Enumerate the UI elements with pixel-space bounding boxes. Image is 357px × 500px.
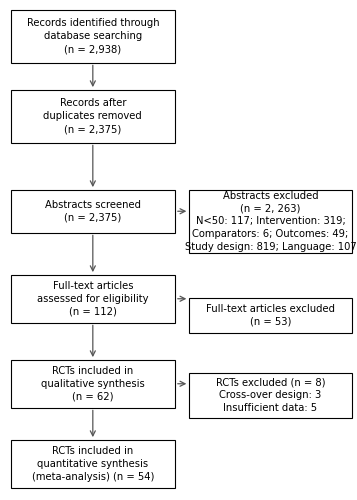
FancyBboxPatch shape — [189, 372, 352, 418]
Text: RCTs included in
qualitative synthesis
(n = 62): RCTs included in qualitative synthesis (… — [41, 366, 145, 402]
Text: RCTs included in
quantitative synthesis
(meta-analysis) (n = 54): RCTs included in quantitative synthesis … — [32, 446, 154, 482]
Text: Abstracts screened
(n = 2,375): Abstracts screened (n = 2,375) — [45, 200, 141, 222]
Text: Full-text articles
assessed for eligibility
(n = 112): Full-text articles assessed for eligibil… — [37, 281, 149, 316]
FancyBboxPatch shape — [189, 190, 352, 252]
Text: Records after
duplicates removed
(n = 2,375): Records after duplicates removed (n = 2,… — [44, 98, 142, 134]
FancyBboxPatch shape — [11, 275, 175, 322]
FancyBboxPatch shape — [11, 190, 175, 232]
FancyBboxPatch shape — [11, 360, 175, 408]
FancyBboxPatch shape — [11, 10, 175, 62]
Text: Full-text articles excluded
(n = 53): Full-text articles excluded (n = 53) — [206, 304, 335, 326]
Text: Abstracts excluded
(n = 2, 263)
N<50: 117; Intervention: 319;
Comparators: 6; Ou: Abstracts excluded (n = 2, 263) N<50: 11… — [185, 190, 356, 252]
FancyBboxPatch shape — [11, 90, 175, 142]
Text: Records identified through
database searching
(n = 2,938): Records identified through database sear… — [26, 18, 159, 54]
FancyBboxPatch shape — [11, 440, 175, 488]
Text: RCTs excluded (n = 8)
Cross-over design: 3
Insufficient data: 5: RCTs excluded (n = 8) Cross-over design:… — [216, 377, 325, 413]
FancyBboxPatch shape — [189, 298, 352, 332]
